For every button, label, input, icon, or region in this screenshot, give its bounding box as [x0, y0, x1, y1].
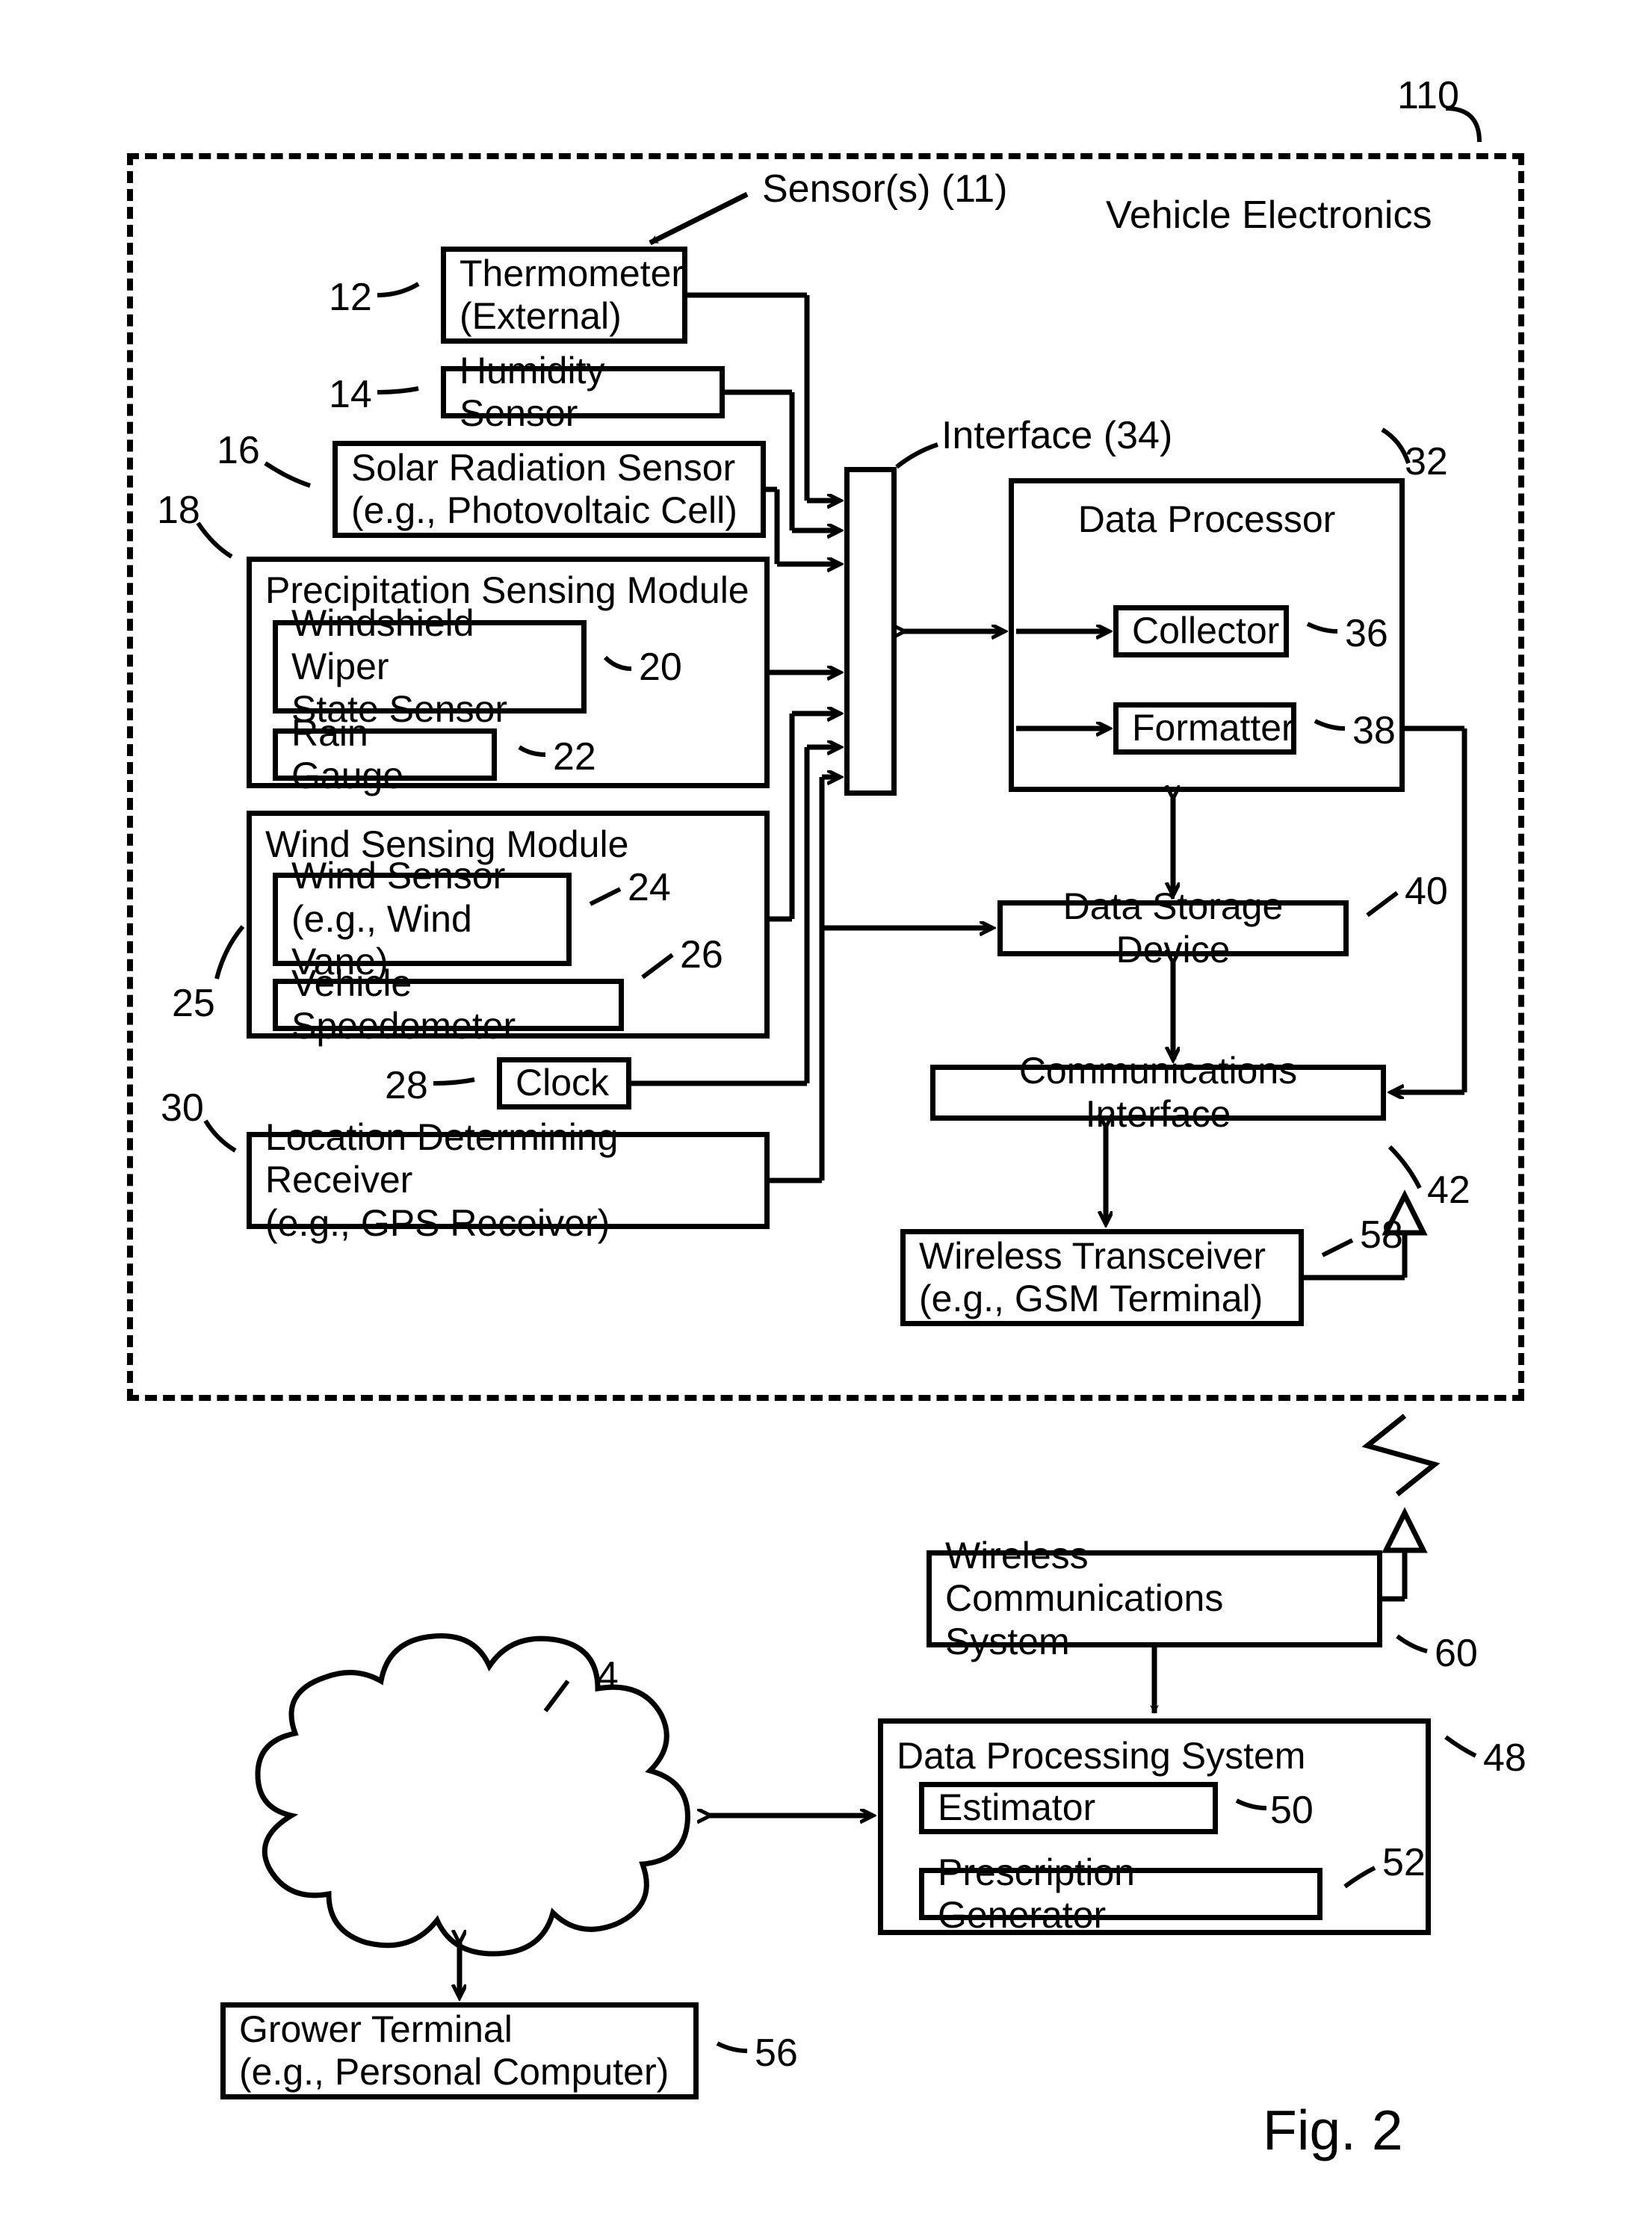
- formatter-block: Formatter: [1113, 702, 1296, 755]
- wiper-block: Windshield WiperState Sensor: [273, 620, 587, 714]
- comms-interface-ref: 42: [1427, 1169, 1470, 1212]
- thermometer-ref: 12: [329, 276, 372, 319]
- thermometer-block: Thermometer(External): [441, 247, 687, 344]
- estimator-ref: 50: [1270, 1789, 1314, 1832]
- clock-ref: 28: [385, 1065, 428, 1107]
- interface-label: Interface (34): [941, 415, 1172, 457]
- processor-ref: 32: [1405, 441, 1448, 483]
- interface-block: [844, 467, 897, 796]
- prescription-ref: 52: [1382, 1842, 1426, 1884]
- rain-ref: 22: [553, 736, 596, 779]
- container-title: Vehicle Electronics: [1106, 194, 1432, 237]
- storage-block: Data Storage Device: [997, 900, 1349, 956]
- rain-block: Rain Gauge: [273, 728, 497, 781]
- cloud-ref: 54: [575, 1655, 619, 1697]
- clock-block: Clock: [497, 1057, 631, 1110]
- humidity-block: Humidity Sensor: [441, 366, 725, 418]
- wind-module-ref: 25: [172, 982, 215, 1025]
- formatter-ref: 38: [1352, 710, 1396, 752]
- prescription-block: Prescription Generator: [919, 1868, 1322, 1920]
- storage-ref: 40: [1405, 870, 1448, 913]
- wind-sensor-block: Wind Sensor(e.g., Wind Vane): [273, 873, 572, 966]
- fig-label: Fig. 2: [1263, 2099, 1403, 2161]
- wind-sensor-ref: 24: [628, 867, 671, 909]
- gps-ref: 30: [161, 1087, 204, 1130]
- cloud-text: CommunicationsNetwork(E.g., Internet): [336, 1752, 620, 1881]
- wiper-ref: 20: [639, 646, 682, 689]
- wireless-comm-system-block: Wireless CommunicationsSystem: [926, 1550, 1382, 1647]
- grower-terminal-block: Grower Terminal(e.g., Personal Computer): [220, 2002, 699, 2099]
- humidity-ref: 14: [329, 374, 372, 416]
- dps-ref: 48: [1483, 1737, 1526, 1780]
- wireless-comm-system-ref: 60: [1435, 1632, 1478, 1675]
- grower-ref: 56: [755, 2032, 798, 2075]
- speedometer-block: Vehicle Speedometer: [273, 979, 624, 1031]
- speedometer-ref: 26: [680, 934, 723, 977]
- collector-ref: 36: [1345, 613, 1388, 655]
- precip-ref: 18: [157, 489, 200, 532]
- wireless-transceiver-block: Wireless Transceiver(e.g., GSM Terminal): [900, 1229, 1304, 1326]
- gps-block: Location Determining Receiver(e.g., GPS …: [247, 1132, 770, 1229]
- comms-interface-block: Communications Interface: [930, 1065, 1386, 1121]
- solar-ref: 16: [217, 430, 260, 472]
- sensors-label: Sensor(s) (11): [762, 168, 1007, 211]
- wireless-transceiver-ref: 58: [1360, 1214, 1403, 1257]
- solar-block: Solar Radiation Sensor(e.g., Photovoltai…: [332, 441, 766, 538]
- container-ref: 110: [1397, 75, 1459, 117]
- estimator-block: Estimator: [919, 1782, 1218, 1834]
- collector-block: Collector: [1113, 605, 1289, 657]
